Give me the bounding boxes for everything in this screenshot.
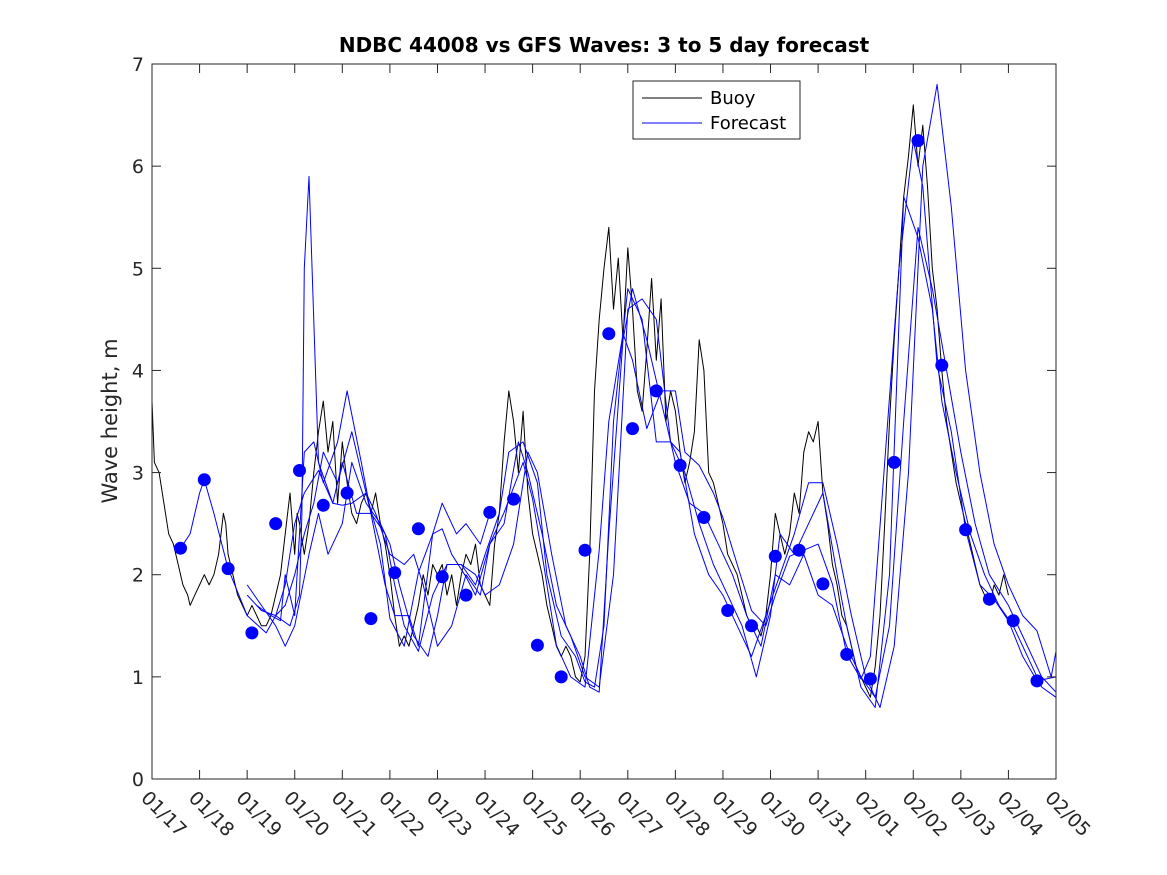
series-layer — [152, 83, 1056, 708]
forecast-line-5 — [275, 175, 491, 647]
forecast-point — [649, 384, 663, 398]
forecast-point — [887, 455, 901, 469]
forecast-point — [578, 543, 592, 557]
marker-layer — [174, 134, 1044, 688]
plot-area — [152, 83, 1056, 708]
forecast-point — [982, 592, 996, 606]
y-tick-label: 6 — [132, 156, 144, 178]
forecast-point — [340, 486, 354, 500]
y-tick-label: 3 — [132, 463, 144, 485]
forecast-point — [411, 522, 425, 536]
forecast-point — [697, 511, 711, 524]
forecast-point — [935, 358, 949, 372]
forecast-point — [1030, 674, 1044, 688]
legend: Buoy Forecast — [632, 80, 801, 140]
forecast-point — [745, 619, 758, 633]
forecast-point — [483, 505, 497, 519]
forecast-point — [269, 517, 283, 531]
forecast-point — [1006, 614, 1020, 628]
y-tick-label: 5 — [132, 258, 144, 280]
forecast-point — [388, 566, 402, 580]
forecast-point — [197, 473, 211, 487]
forecast-point — [959, 523, 973, 537]
forecast-point — [792, 543, 806, 557]
forecast-point — [768, 549, 782, 563]
forecast-point — [840, 647, 854, 661]
y-tick-label: 0 — [132, 769, 144, 791]
forecast-point — [721, 604, 735, 617]
forecast-line-2 — [246, 226, 1056, 698]
forecast-point — [459, 588, 473, 602]
forecast-point — [293, 464, 306, 477]
legend-label-forecast: Forecast — [710, 113, 786, 134]
forecast-line-1 — [180, 140, 1056, 688]
forecast-point — [554, 670, 568, 684]
y-tick-label: 4 — [132, 360, 144, 382]
y-tick-label: 7 — [132, 54, 144, 76]
forecast-point — [245, 626, 259, 640]
forecast-point — [673, 458, 687, 472]
forecast-point — [816, 577, 830, 591]
forecast-point — [316, 498, 330, 512]
chart-title: NDBC 44008 vs GFS Waves: 3 to 5 day fore… — [339, 33, 870, 57]
legend-box — [632, 80, 801, 140]
legend-label-buoy: Buoy — [710, 88, 756, 109]
y-axis-label: Wave height, m — [98, 338, 122, 503]
forecast-point — [602, 327, 616, 341]
axes-frame — [151, 63, 1057, 780]
forecast-point — [221, 562, 235, 576]
forecast-point — [174, 541, 187, 555]
forecast-line-4 — [246, 83, 1056, 708]
forecast-line-3 — [256, 196, 1056, 708]
forecast-point — [530, 638, 544, 652]
y-tick-label: 1 — [132, 667, 144, 689]
forecast-point — [911, 134, 925, 148]
y-tick-label: 2 — [132, 565, 144, 587]
forecast-point — [364, 612, 378, 626]
forecast-point — [435, 570, 449, 584]
forecast-point — [626, 422, 639, 436]
forecast-point — [507, 492, 521, 506]
forecast-point — [863, 672, 877, 686]
